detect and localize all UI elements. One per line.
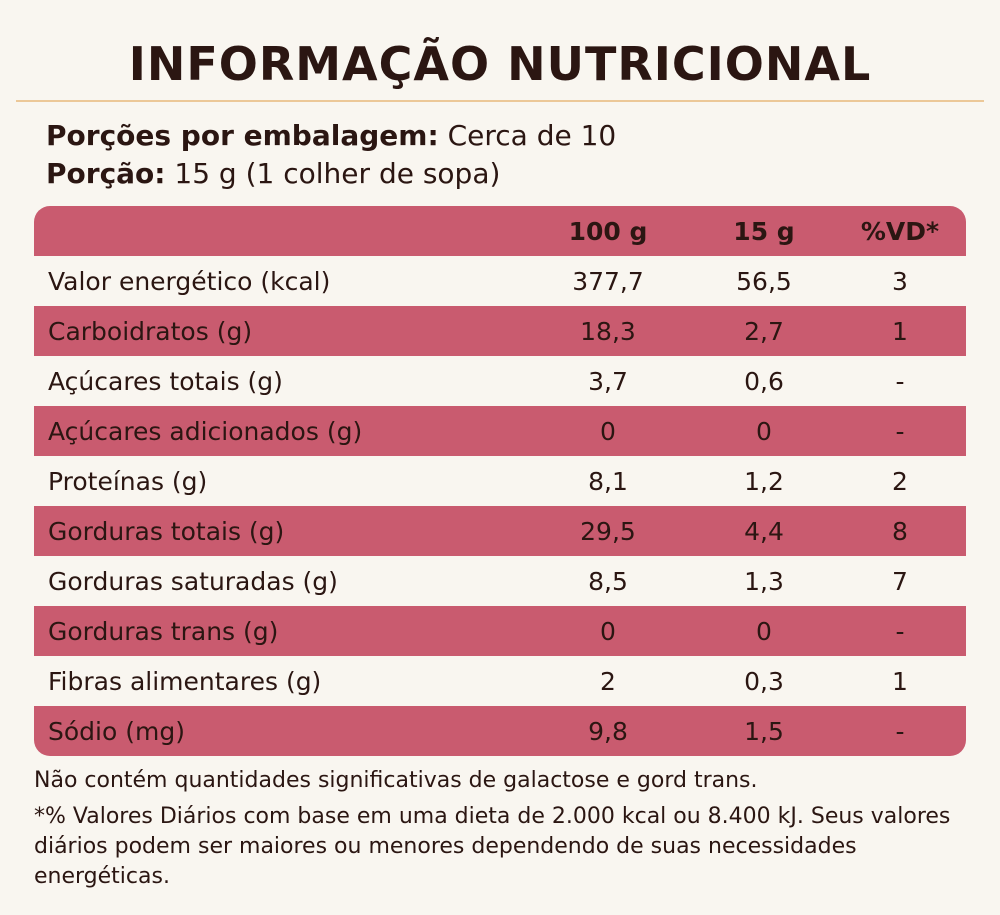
value-100g: 377,7 <box>572 266 644 296</box>
value-daily: - <box>895 416 905 446</box>
table-header-row: 100 g 15 g %VD* <box>34 206 966 256</box>
portions-value: Cerca de 10 <box>447 119 617 152</box>
value-100g: 18,3 <box>580 316 636 346</box>
value-15g: 2,7 <box>744 316 784 346</box>
value-15g: 0 <box>756 416 772 446</box>
value-daily: - <box>895 616 905 646</box>
value-100g: 0 <box>600 416 616 446</box>
nutrition-table: 100 g 15 g %VD* Valor energético (kcal) 3… <box>34 206 966 756</box>
nutrient-name: Gorduras saturadas (g) <box>48 566 338 596</box>
table-row: Proteínas (g) 8,1 1,2 2 <box>34 456 966 506</box>
nutrient-name: Proteínas (g) <box>48 466 208 496</box>
footnote-trans: Não contém quantidades significativas de… <box>34 768 758 793</box>
table-row: Açúcares totais (g) 3,7 0,6 - <box>34 356 966 406</box>
value-daily: - <box>895 366 905 396</box>
value-15g: 0 <box>756 616 772 646</box>
table-row: Açúcares adicionados (g) 0 0 - <box>34 406 966 456</box>
table-row: Carboidratos (g) 18,3 2,7 1 <box>34 306 966 356</box>
value-100g: 0 <box>600 616 616 646</box>
table-row: Gorduras totais (g) 29,5 4,4 8 <box>34 506 966 556</box>
value-daily: - <box>895 716 905 746</box>
value-15g: 0,3 <box>744 666 784 696</box>
value-100g: 3,7 <box>588 366 628 396</box>
value-15g: 1,5 <box>744 716 784 746</box>
value-100g: 2 <box>600 666 616 696</box>
value-100g: 29,5 <box>580 516 636 546</box>
table-row: Sódio (mg) 9,8 1,5 - <box>34 706 966 756</box>
nutrient-name: Fibras alimentares (g) <box>48 666 322 696</box>
value-100g: 9,8 <box>588 716 628 746</box>
value-daily: 1 <box>892 316 908 346</box>
nutrient-name: Açúcares adicionados (g) <box>48 416 363 446</box>
table-row: Valor energético (kcal) 377,7 56,5 3 <box>34 256 966 306</box>
value-100g: 8,5 <box>588 566 628 596</box>
value-daily: 3 <box>892 266 908 296</box>
portion-size: Porção: 15 g (1 colher de sopa) <box>46 156 500 192</box>
footnotes: Não contém quantidades significativas de… <box>34 766 974 898</box>
title-divider <box>16 100 984 102</box>
portion-value: 15 g (1 colher de sopa) <box>174 157 501 190</box>
value-15g: 0,6 <box>744 366 784 396</box>
value-100g: 8,1 <box>588 466 628 496</box>
value-daily: 8 <box>892 516 908 546</box>
value-daily: 7 <box>892 566 908 596</box>
page-title: INFORMAÇÃO NUTRICIONAL <box>128 37 872 91</box>
table-body: Valor energético (kcal) 377,7 56,5 3 Carboid… <box>34 256 966 756</box>
nutrient-name: Valor energético (kcal) <box>48 266 331 296</box>
portions-per-package: Porções por embalagem: Cerca de 10 <box>46 118 616 154</box>
value-15g: 56,5 <box>736 266 792 296</box>
header-daily-value: %VD* <box>860 216 940 246</box>
nutrient-name: Gorduras totais (g) <box>48 516 285 546</box>
nutrient-name: Gorduras trans (g) <box>48 616 279 646</box>
footnote-daily-values: *% Valores Diários com base em uma dieta… <box>34 804 951 889</box>
value-15g: 1,3 <box>744 566 784 596</box>
value-15g: 4,4 <box>744 516 784 546</box>
nutrient-name: Sódio (mg) <box>48 716 185 746</box>
header-15g: 15 g <box>733 216 795 246</box>
table-row: Gorduras saturadas (g) 8,5 1,3 7 <box>34 556 966 606</box>
value-15g: 1,2 <box>744 466 784 496</box>
table-row: Gorduras trans (g) 0 0 - <box>34 606 966 656</box>
nutrient-name: Açúcares totais (g) <box>48 366 283 396</box>
portion-label: Porção: <box>46 157 166 190</box>
table-row: Fibras alimentares (g) 2 0,3 1 <box>34 656 966 706</box>
value-daily: 2 <box>892 466 908 496</box>
header-100g: 100 g <box>568 216 648 246</box>
portions-label: Porções por embalagem: <box>46 119 439 152</box>
nutrient-name: Carboidratos (g) <box>48 316 253 346</box>
value-daily: 1 <box>892 666 908 696</box>
